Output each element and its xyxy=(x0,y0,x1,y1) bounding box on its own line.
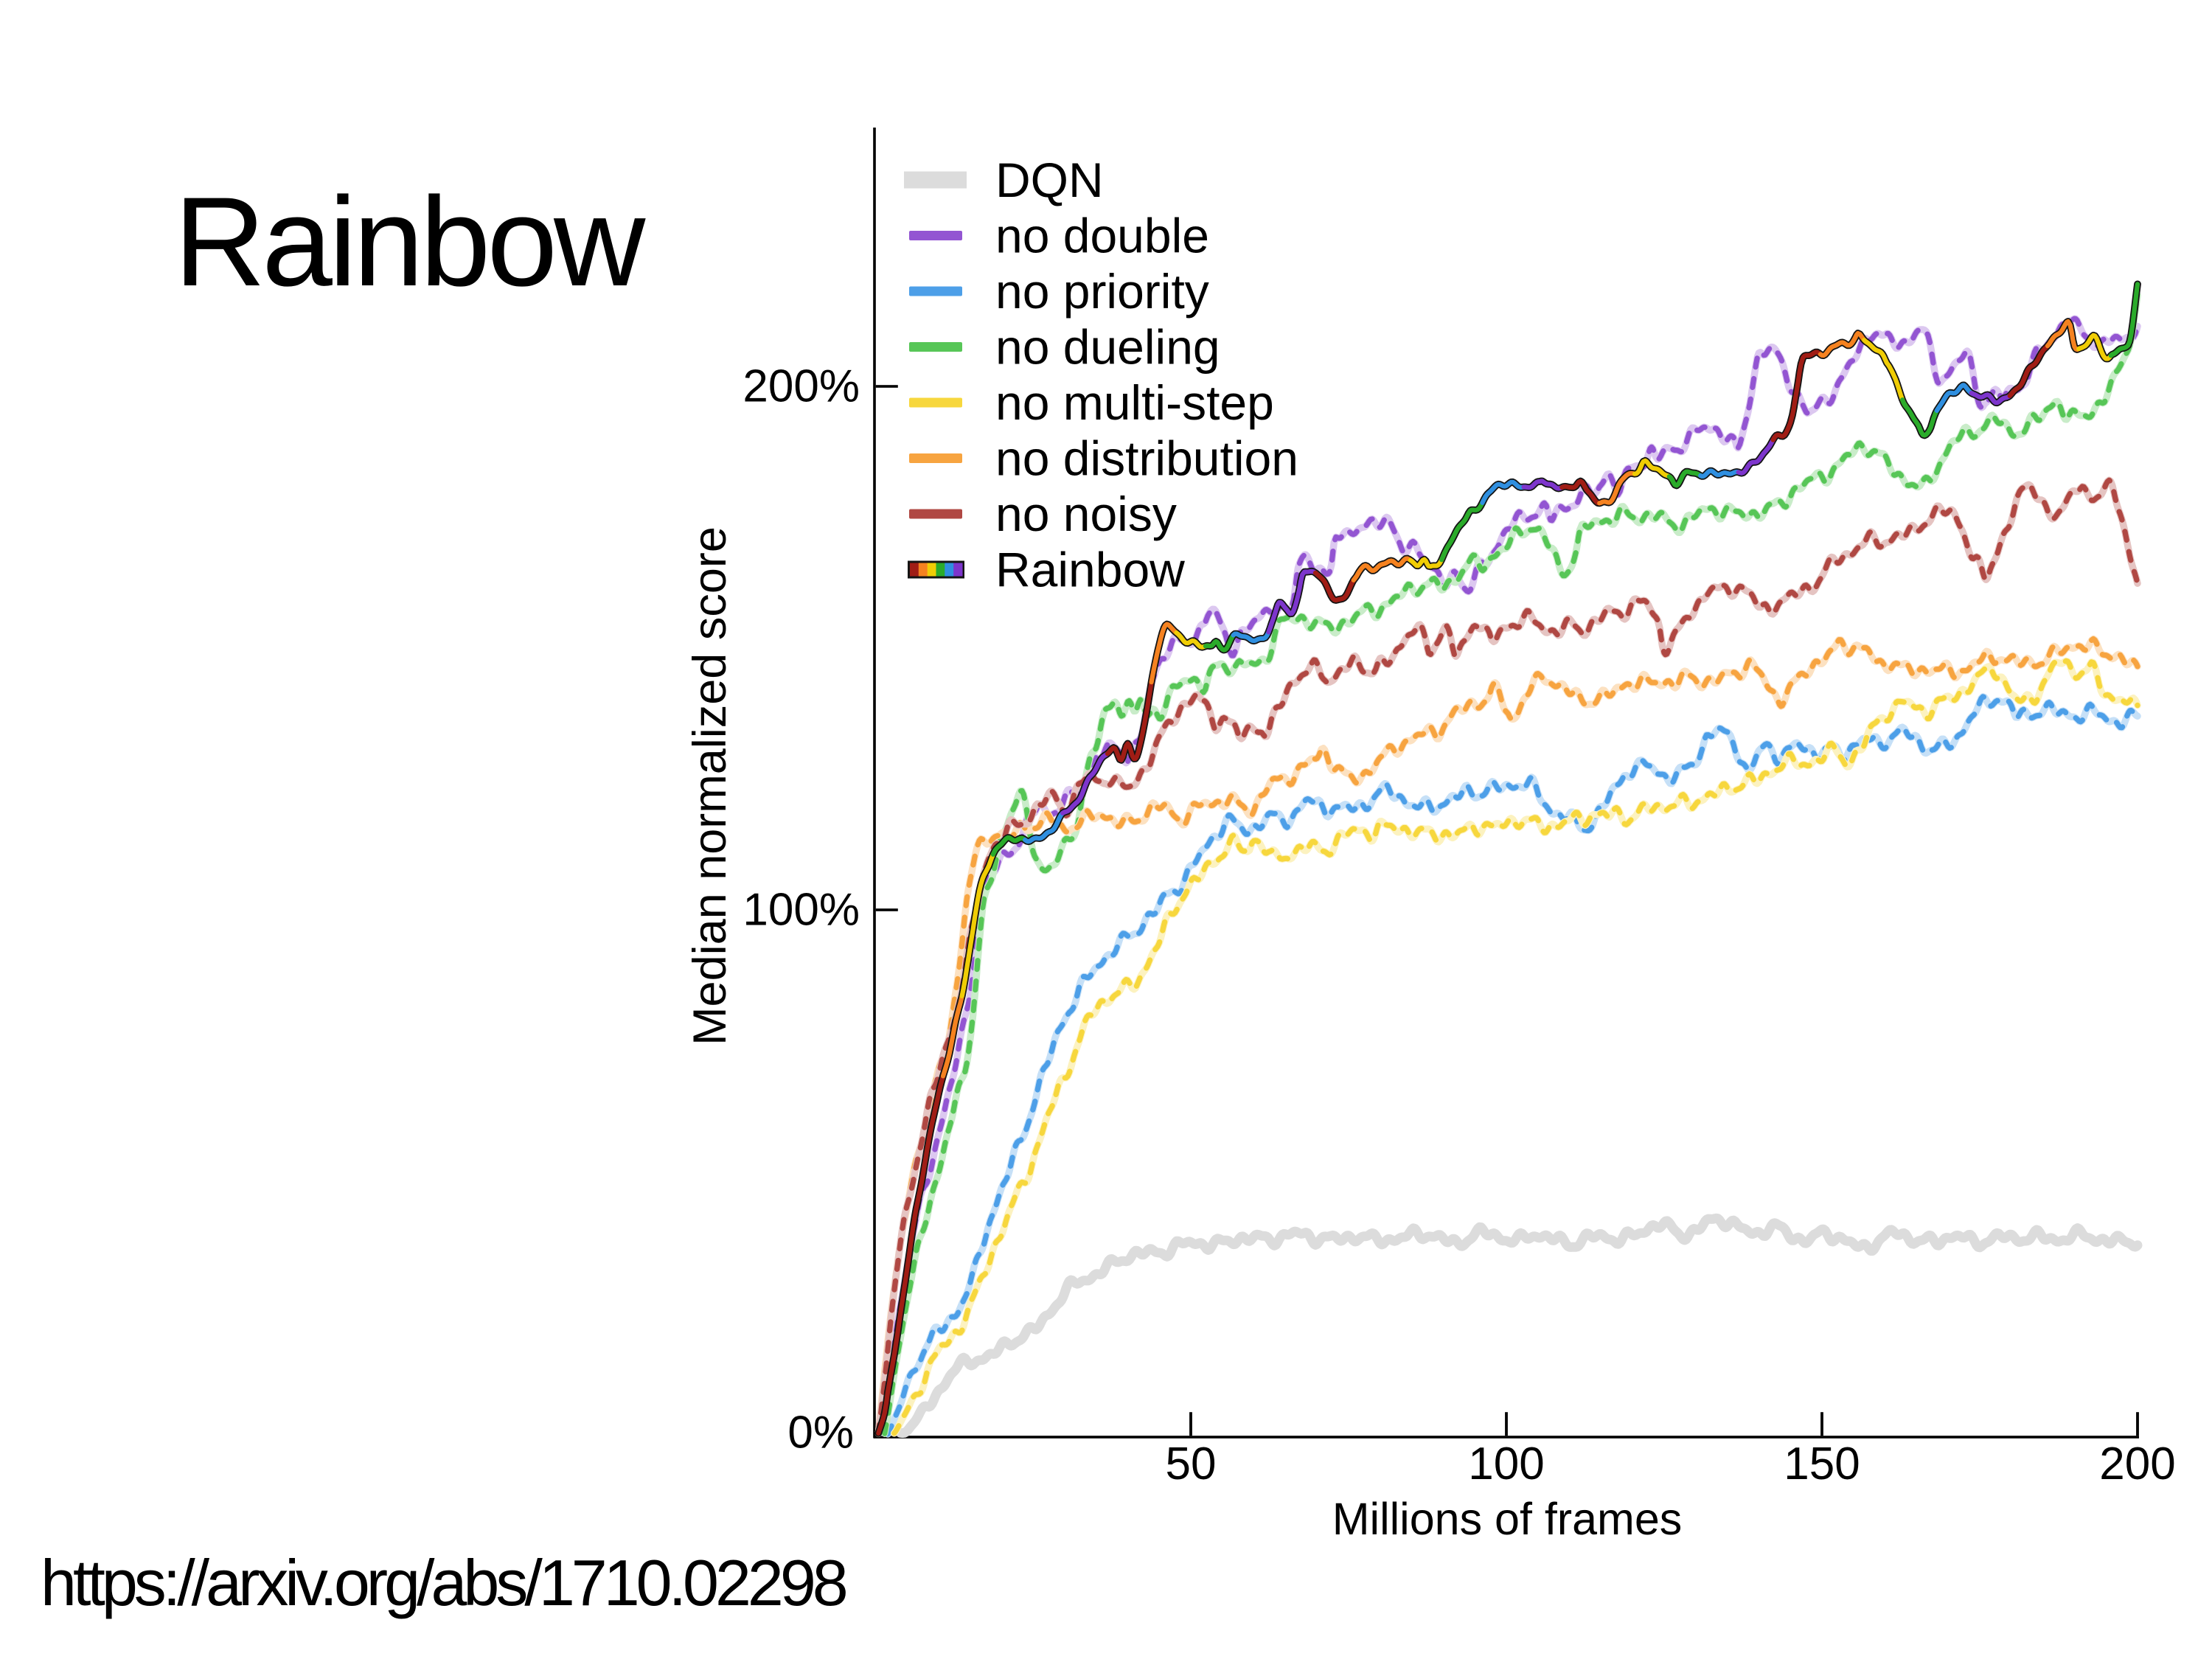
svg-text:150: 150 xyxy=(1784,1439,1860,1489)
svg-text:Millions of frames: Millions of frames xyxy=(1332,1494,1683,1544)
svg-text:0%: 0% xyxy=(787,1408,854,1458)
svg-text:100%: 100% xyxy=(742,885,860,936)
svg-text:Median normalized score: Median normalized score xyxy=(684,526,736,1046)
svg-text:100: 100 xyxy=(1468,1439,1544,1489)
svg-text:Rainbow: Rainbow xyxy=(995,543,1185,597)
svg-text:no priority: no priority xyxy=(995,264,1209,319)
svg-text:no noisy: no noisy xyxy=(995,487,1177,541)
svg-text:no distribution: no distribution xyxy=(995,431,1298,486)
svg-text:no multi-step: no multi-step xyxy=(995,375,1274,430)
svg-text:DQN: DQN xyxy=(995,153,1104,207)
svg-text:no double: no double xyxy=(995,209,1209,263)
svg-text:no dueling: no dueling xyxy=(995,320,1220,375)
svg-text:50: 50 xyxy=(1166,1439,1217,1489)
svg-text:200%: 200% xyxy=(742,361,860,412)
svg-text:200: 200 xyxy=(2099,1439,2175,1489)
